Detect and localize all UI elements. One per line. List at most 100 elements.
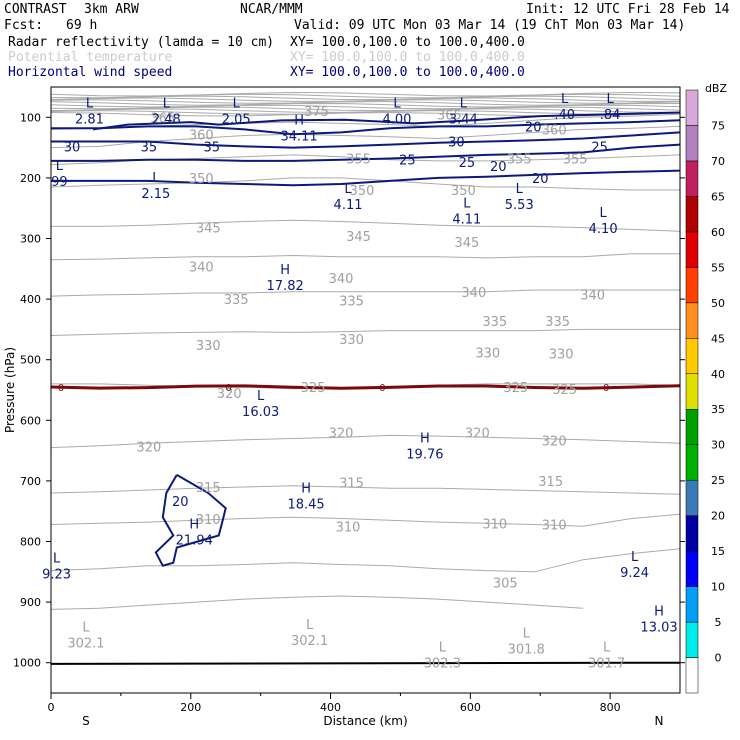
x-axis-label: Distance (km) <box>323 714 407 728</box>
colorbar-level-label: 55 <box>711 261 725 274</box>
x-tick-label: 800 <box>600 701 621 714</box>
colorbar-level-label: 45 <box>711 332 725 345</box>
extremum-value: 17.82 <box>267 279 304 294</box>
wind-label: 35 <box>141 140 158 155</box>
extremum-type: L <box>393 96 401 111</box>
theta-label: 330 <box>549 348 574 363</box>
theta-label: 315 <box>538 475 563 490</box>
theta-label: 320 <box>217 387 242 402</box>
extremum-type: L <box>233 96 241 111</box>
theta-isentrope-330 <box>51 328 680 336</box>
extremum-type: L <box>631 550 639 565</box>
valid-time: Valid: 09 UTC Mon 03 Mar 14 (19 ChT Mon … <box>294 18 686 33</box>
theta-isentrope-345 <box>51 219 680 232</box>
wind-label: 20 <box>525 120 542 135</box>
theta-isentrope-302 <box>51 595 584 610</box>
extremum-type: H <box>280 263 290 278</box>
extremum-value: 9.23 <box>42 568 71 583</box>
extremum-value: 21.94 <box>176 534 213 549</box>
extremum-type: L <box>523 627 531 642</box>
org-label: NCAR/MMM <box>240 2 303 17</box>
extremum-type: L <box>344 182 352 197</box>
theta-label: 320 <box>465 426 490 441</box>
extremum-value: 2.48 <box>152 112 181 127</box>
wind-label: 20 <box>532 172 549 187</box>
theta-stack-line <box>51 91 680 97</box>
extremum-value: 301.7 <box>588 657 625 672</box>
colorbar-cell <box>685 408 699 445</box>
colorbar-cell <box>685 550 699 587</box>
wind-isotach-20-closed <box>154 473 227 567</box>
theta-label: 335 <box>482 315 507 330</box>
extremum-type: L <box>606 92 614 107</box>
freezing-level-label: 0 <box>58 383 64 394</box>
extremum-value: 16.03 <box>242 405 279 420</box>
colorbar-cell <box>685 373 699 410</box>
theta-isentrope-340 <box>51 253 680 261</box>
theta-label: 365 <box>437 108 462 123</box>
extremum-value: 4.11 <box>334 198 363 213</box>
theta-label: 340 <box>189 260 214 275</box>
extremum-value: 5.53 <box>505 198 534 213</box>
wind-label: 25 <box>399 154 416 169</box>
theta-label: 345 <box>346 230 371 245</box>
theta-label: 310 <box>336 520 361 535</box>
wind-label: 20 <box>490 160 507 175</box>
extremum-type: L <box>152 171 160 186</box>
wind-isotach-30 <box>51 131 680 149</box>
theta-label: 360 <box>189 128 214 143</box>
y-tick-label: 100 <box>20 111 41 124</box>
extremum-value: 18.45 <box>287 497 324 512</box>
wind-isotach-25 <box>51 143 680 162</box>
fcst-label: Fcst: <box>4 18 44 33</box>
extremum-type: L <box>86 96 94 111</box>
field-label-reflectivity: Radar reflectivity (lamda = 10 cm) <box>8 35 275 50</box>
colorbar-level-label: 65 <box>711 190 725 203</box>
theta-label: 350 <box>350 184 375 199</box>
colorbar-unit: dBZ <box>705 82 728 95</box>
extremum-type: L <box>603 641 611 656</box>
wind-label: 30 <box>448 136 465 151</box>
extremum-type: L <box>163 96 171 111</box>
y-axis-label: Pressure (hPa) <box>3 347 17 433</box>
theta-label: 320 <box>329 426 354 441</box>
theta-label: 325 <box>503 381 528 396</box>
x-tick-label: 400 <box>320 701 341 714</box>
end-label-north: N <box>655 714 664 728</box>
colorbar-level-label: 50 <box>711 297 725 310</box>
colorbar-level-label: 5 <box>715 616 722 629</box>
theta-label: 355 <box>346 153 371 168</box>
colorbar-cell <box>685 125 699 162</box>
field-xy-wind: XY= 100.0,100.0 to 100.0,400.0 <box>290 65 525 80</box>
colorbar-level-label: 10 <box>711 581 725 594</box>
end-label-south: S <box>82 714 90 728</box>
colorbar-cell <box>685 444 699 481</box>
freezing-level-line <box>51 384 680 390</box>
field-label-wind: Horizontal wind speed <box>8 65 173 80</box>
colorbar-level-label: 75 <box>711 119 725 132</box>
y-tick-label: 800 <box>20 536 41 549</box>
y-tick-label: 1000 <box>13 657 41 670</box>
colorbar-cell <box>685 302 699 339</box>
extremum-type: L <box>460 96 468 111</box>
theta-label: 365 <box>150 111 175 126</box>
theta-isentrope-360 <box>51 125 680 149</box>
colorbar-cell <box>685 586 699 623</box>
theta-label: 350 <box>189 172 214 187</box>
theta-label: 325 <box>301 381 326 396</box>
theta-label: 335 <box>224 293 249 308</box>
colorbar-cell <box>685 231 699 268</box>
extremum-type: H <box>420 432 430 447</box>
wind-isotach-35 <box>51 119 680 136</box>
extremum-value: 2.81 <box>75 112 104 127</box>
extremum-type: L <box>306 618 314 633</box>
extremum-value: 4.11 <box>452 212 481 227</box>
extremum-value: 2.15 <box>141 187 170 202</box>
theta-label: 340 <box>329 272 354 287</box>
model-label: 3km ARW <box>84 2 139 17</box>
theta-label: 335 <box>545 315 570 330</box>
theta-label: 315 <box>196 481 221 496</box>
extremum-value: 302.1 <box>291 634 328 649</box>
